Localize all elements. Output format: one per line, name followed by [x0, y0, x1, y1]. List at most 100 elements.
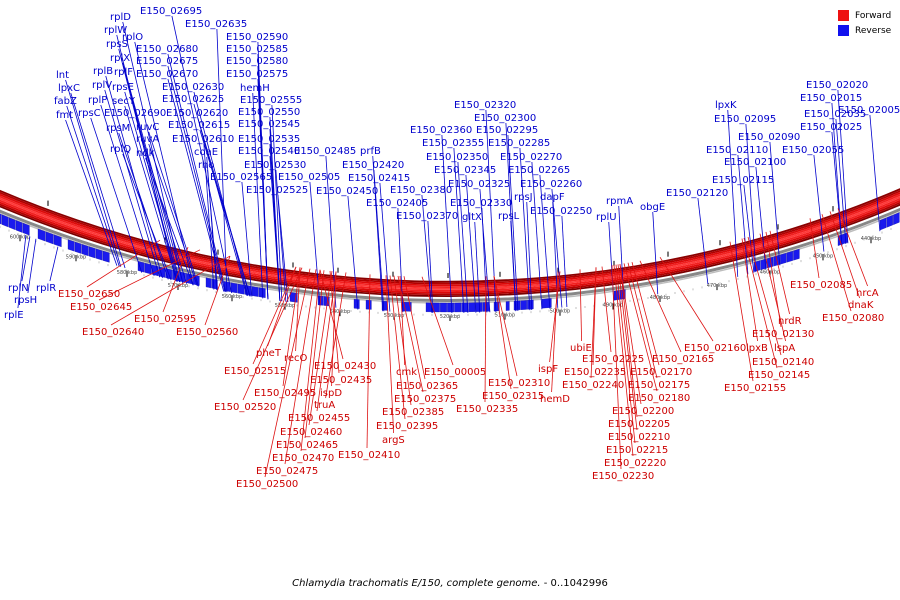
reverse-gene-label: E150_02295: [476, 125, 538, 136]
tick-label: 520 kbp: [440, 314, 460, 320]
reverse-gene: [45, 231, 54, 245]
tick-label: 460 kbp: [760, 270, 780, 276]
reverse-gene-label: E150_02585: [226, 44, 288, 55]
reverse-gene-label: rpsL: [498, 211, 520, 222]
reverse-leader: [167, 65, 226, 292]
forward-gene-label: E150_02210: [608, 432, 670, 443]
reverse-leader: [441, 134, 453, 314]
reverse-gene-label: rpsS: [106, 39, 128, 50]
forward-leader: [162, 246, 189, 313]
legend-label-forward: Forward: [855, 10, 892, 21]
forward-gene-label: E150_02220: [604, 458, 666, 469]
forward-gene-label: E150_02215: [606, 445, 668, 456]
reverse-gene-label: E150_02530: [244, 160, 306, 171]
forward-gene-label: hrcA: [856, 288, 879, 299]
reverse-gene: [520, 300, 527, 310]
forward-leader: [631, 262, 660, 366]
legend: Forward Reverse: [838, 8, 900, 38]
tick-label: 480 kbp: [650, 295, 670, 301]
forward-leader: [590, 267, 597, 379]
forward-gene-label: E150_02500: [236, 479, 298, 490]
legend-swatch-forward: [838, 10, 849, 21]
forward-leader: [623, 263, 658, 392]
reverse-leader: [427, 220, 434, 313]
forward-leader: [617, 264, 638, 431]
legend-swatch-reverse: [838, 25, 849, 36]
forward-leader: [242, 267, 303, 401]
reverse-gene-label: E150_02485: [294, 146, 356, 157]
reverse-leader: [373, 169, 385, 312]
reverse-gene: [454, 302, 462, 313]
tick-label: 590 kbp: [66, 254, 86, 260]
reverse-leader: [457, 161, 469, 313]
reverse-gene: [893, 212, 900, 225]
reverse-gene-label: E150_02100: [724, 157, 786, 168]
reverse-gene: [432, 302, 440, 313]
reverse-gene-label: coaE: [194, 147, 218, 158]
reverse-gene-label: lnt: [56, 70, 69, 81]
reverse-gene-label: E150_02355: [422, 138, 484, 149]
reverse-gene: [527, 299, 534, 310]
tick-label: 440 kbp: [861, 236, 881, 242]
reverse-gene-label: rplD: [110, 12, 131, 23]
reverse-gene-label: E150_02015: [800, 93, 862, 104]
legend-label-reverse: Reverse: [855, 25, 892, 36]
reverse-gene-label: E150_02550: [238, 107, 300, 118]
reverse-gene-label: E150_02325: [448, 179, 510, 190]
forward-leaders: [86, 208, 868, 478]
reverse-leader: [216, 28, 228, 293]
forward-gene-label: E150_02200: [612, 406, 674, 417]
forward-leader: [304, 270, 325, 439]
forward-track-band: [0, 201, 900, 296]
forward-leader: [308, 271, 333, 426]
reverse-gene: [81, 244, 89, 257]
reverse-gene-label: E150_02620: [166, 108, 228, 119]
reverse-leader: [474, 221, 481, 313]
reverse-gene: [223, 281, 231, 292]
reverse-gene-label: rplF: [114, 67, 133, 78]
forward-gene-label: hemD: [540, 394, 570, 405]
reverse-gene: [251, 286, 259, 297]
reverse-gene-label: E150_02695: [140, 6, 202, 17]
reverse-leader: [652, 211, 659, 295]
forward-gene-label: cmk: [396, 367, 417, 378]
reverse-gene-label: rplP: [88, 95, 107, 106]
forward-gene-label: E150_02560: [176, 327, 238, 338]
reverse-leader: [813, 154, 825, 252]
forward-gene-label: dnaK: [848, 300, 874, 311]
forward-leader: [252, 266, 297, 365]
tick-label: 490 kbp: [603, 302, 623, 308]
reverse-gene: [53, 234, 62, 248]
forward-gene-label: E150_02235: [564, 367, 626, 378]
reverse-gene-label: E150_02120: [666, 188, 728, 199]
forward-leader: [837, 208, 868, 287]
forward-gene-label: E150_02315: [482, 391, 544, 402]
caption-organism: Chlamydia trachomatis E/150, complete ge…: [292, 578, 541, 589]
forward-gene-label: E150_02640: [82, 327, 144, 338]
forward-gene-label: ispD: [320, 388, 342, 399]
forward-track-band: [0, 195, 900, 290]
reverse-gene-label: E150_02525: [246, 185, 308, 196]
reverse-gene: [15, 220, 23, 233]
forward-gene-label: E150_02495: [254, 388, 316, 399]
reverse-leader: [531, 161, 543, 310]
reverse-gene-label: E150_02680: [136, 44, 198, 55]
reverse-gene-label: rplB: [93, 66, 113, 77]
reverse-leader: [421, 194, 433, 313]
forward-gene-label: E150_02180: [628, 393, 690, 404]
reverse-leader: [207, 169, 218, 291]
reverse-gene: [137, 261, 145, 273]
reverse-leader: [118, 132, 169, 280]
reverse-gene-label: lpxK: [715, 100, 737, 111]
forward-leader: [86, 239, 161, 288]
forward-leader: [611, 265, 622, 470]
reverse-gene: [22, 222, 30, 236]
reverse-gene-label: E150_02250: [530, 206, 592, 217]
map-caption: Chlamydia trachomatis E/150, complete ge…: [0, 578, 900, 589]
reverse-leader: [837, 89, 849, 244]
reverse-leader: [769, 141, 781, 266]
reverse-leader: [17, 234, 27, 309]
reverse-leader: [277, 194, 289, 303]
reverse-gene-label: rplQ: [110, 144, 131, 155]
